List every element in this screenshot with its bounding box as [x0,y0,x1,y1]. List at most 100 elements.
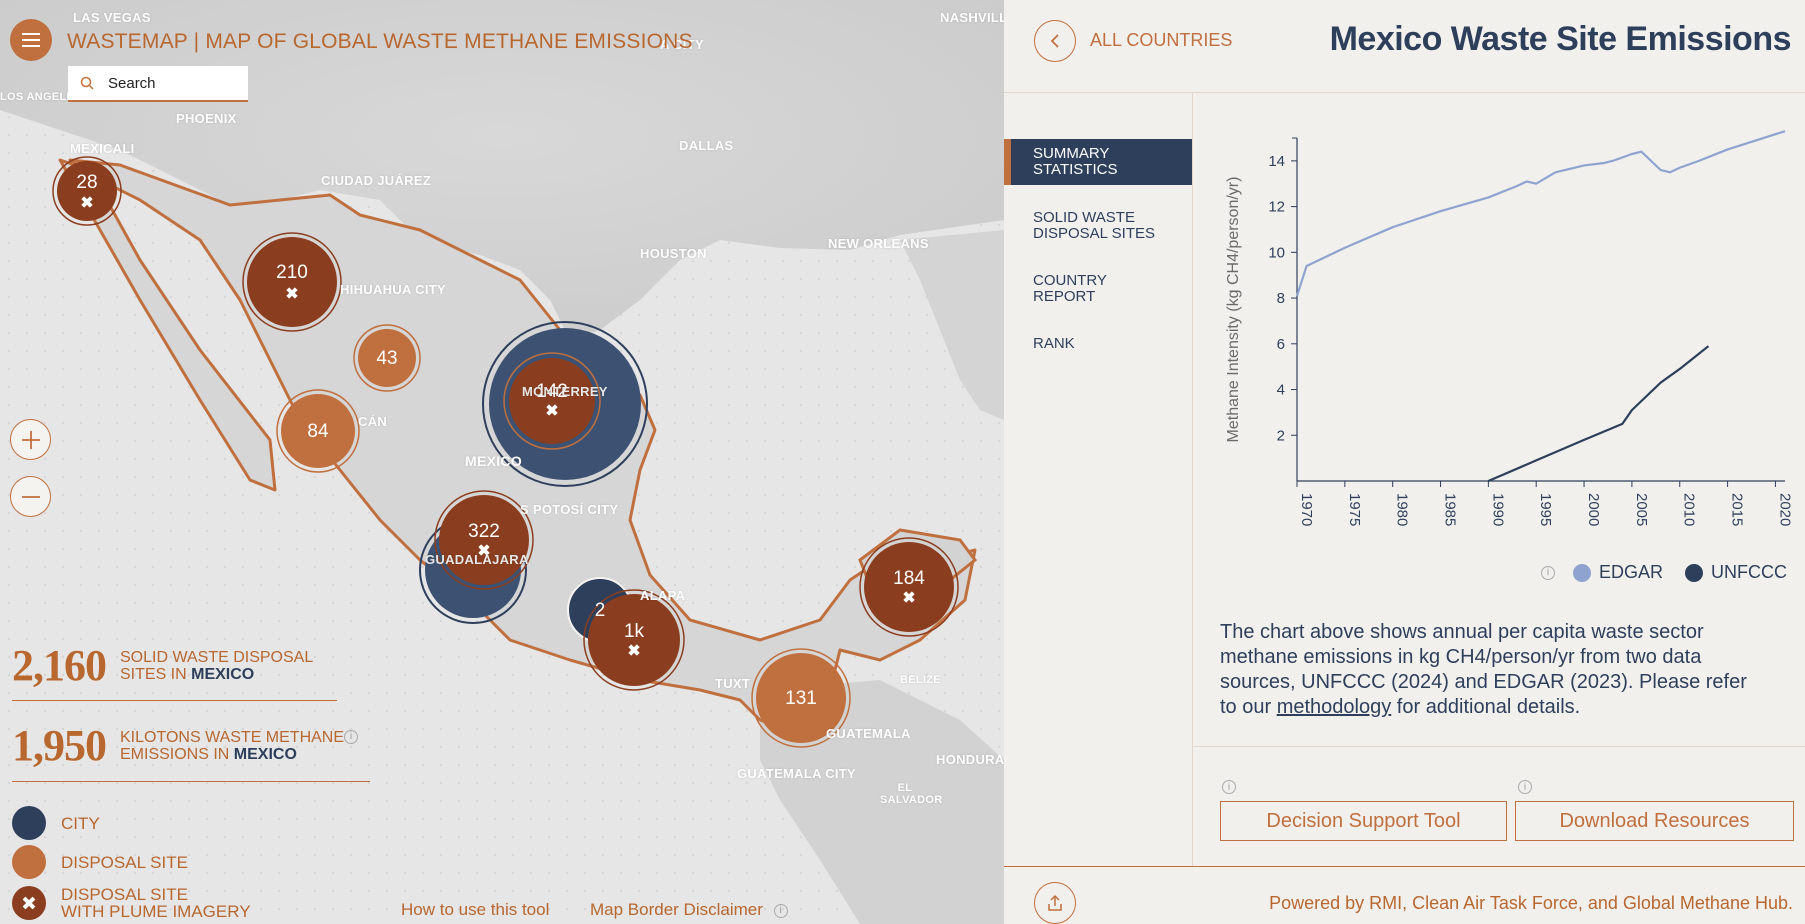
stat-label: KILOTONS WASTE METHANE EMISSIONS IN MEXI… [120,728,345,763]
how-to-link[interactable]: How to use this tool [401,900,550,919]
chevron-left-icon [1050,34,1059,48]
stat-value: 1,950 [12,721,107,770]
methodology-link[interactable]: methodology [1276,696,1392,718]
search-icon [80,76,94,90]
satellite-icons [81,196,915,656]
central-america-land [760,680,1004,924]
share-button[interactable] [1034,882,1076,924]
map-canvas[interactable]: 28 210 43 84 142 322 2 1k 131 184 [0,0,1004,924]
disclaimer-link[interactable]: Map Border Disclaimer i [590,900,788,920]
cluster-plume-210[interactable] [242,232,342,332]
x-tick-label: 2010 [1681,493,1698,526]
cluster-label: 184 [893,568,925,589]
plume-marker-icon [12,886,46,920]
nav-rank[interactable]: RANK [1033,335,1075,352]
nav-summary-statistics[interactable]: SUMMARY STATISTICS [1004,139,1192,185]
series-line-edgar [1295,130,1786,297]
chart-description: The chart above shows annual per capita … [1220,621,1747,718]
all-countries-link[interactable]: ALL COUNTRIES [1090,30,1233,50]
divider [1004,866,1805,867]
info-icon[interactable]: i [344,729,359,744]
download-resources-button[interactable]: Download Resources [1515,801,1794,841]
cluster-label: 131 [785,688,817,709]
place-label: DALLAS [679,138,734,153]
place-label: HOUSTON [640,246,707,261]
menu-button[interactable] [10,19,52,61]
chart-legend: i EDGAR UNFCCC [1541,562,1787,583]
legend-plume-site: DISPOSAL SITE WITH PLUME IMAGERY [12,886,251,920]
city-marker-icon [12,806,46,840]
cluster-plume-1k[interactable] [583,589,685,691]
cluster-plume-184[interactable] [859,537,959,637]
hamburger-icon [22,33,40,35]
cluster-site-131[interactable] [751,648,851,748]
satellite-icon [22,896,36,910]
cluster-site-43[interactable] [353,324,421,392]
methane-intensity-chart: 2 4 6 8 10 12 14 1970 1975 1980 1985 1990 1995 2000 20… [1225,130,1793,526]
x-tick-label: 1985 [1442,493,1459,526]
legend-city: CITY [12,806,100,840]
cluster-label: 210 [276,262,308,283]
cluster-plume-142[interactable] [503,352,601,450]
divider [1192,92,1193,866]
place-label: GUATEMALA [826,726,911,741]
y-tick-label: 12 [1268,199,1285,216]
y-tick-label: 2 [1277,427,1285,444]
search-box[interactable] [68,66,248,102]
cluster-labels: 28 210 43 84 142 322 2 1k 131 184 [76,172,925,709]
nav-solid-waste-sites[interactable]: SOLID WASTE DISPOSAL SITES [1033,209,1155,242]
info-icon[interactable]: i [1518,780,1532,794]
divider [12,700,337,701]
plus-icon [21,430,40,449]
edgar-legend-swatch [1573,563,1591,582]
app-title: WASTEMAP | MAP OF GLOBAL WASTE METHANE E… [67,30,693,53]
place-label: GUATEMALA CITY [737,766,857,781]
cluster-label: 84 [307,421,329,442]
cluster-plume-28[interactable] [52,156,122,226]
x-tick-label: 1970 [1298,493,1315,526]
y-tick-label: 6 [1277,336,1285,353]
stat-disposal-sites: 2,160 SOLID WASTE DISPOSAL SITES IN MEXI… [12,640,313,691]
info-icon[interactable]: i [773,903,788,918]
zoom-out-button[interactable] [10,476,51,517]
place-label: HONDURA [936,752,1004,767]
minus-icon [21,495,40,498]
y-tick-label: 14 [1268,153,1285,170]
x-tick-label: 2020 [1776,493,1793,526]
cluster-plume-322[interactable] [434,490,534,590]
place-label: MEXICO [465,453,523,469]
info-icon[interactable]: i [1541,565,1555,580]
cluster-label: 43 [376,348,397,369]
cluster-label: 28 [76,172,97,193]
decision-support-button[interactable]: Decision Support Tool [1220,801,1507,841]
y-axis-label: Methane Intensity (kg CH4/person/yr) [1225,177,1242,443]
cluster-label: 1k [624,621,645,642]
map-view[interactable]: 28 210 43 84 142 322 2 1k 131 184 LAS VE… [0,0,1004,924]
legend-disposal-site: DISPOSAL SITE [12,845,188,879]
place-label: CÁN [358,414,388,429]
info-icon[interactable]: i [1222,780,1236,794]
cluster-label: 2 [595,600,606,621]
legend-label: CITY [61,813,100,833]
place-label: NASHVILL [940,10,1004,25]
stat-methane-emissions: 1,950 KILOTONS WASTE METHANE EMISSIONS I… [12,720,359,771]
cluster-label: 142 [536,381,568,402]
y-tick-label: 10 [1268,244,1285,261]
legend-label: UNFCCC [1711,562,1788,582]
unfccc-legend-swatch [1685,563,1704,582]
stat-label: SOLID WASTE DISPOSAL SITES IN MEXICO [120,648,314,683]
share-icon [1048,894,1062,911]
legend-label: DISPOSAL SITE WITH PLUME IMAGERY [61,885,251,921]
place-label: TUXT [715,676,751,691]
place-label: GUADALAJARA [425,552,529,567]
nav-country-report[interactable]: COUNTRY REPORT [1033,272,1107,305]
page-title: Mexico Waste Site Emissions [1329,20,1792,58]
x-tick-label: 1990 [1489,493,1506,526]
back-button[interactable] [1034,20,1076,62]
place-label: MONTERREY [522,384,608,399]
place-label: MEXICALI [70,141,135,156]
search-input[interactable] [108,74,228,92]
zoom-in-button[interactable] [10,419,51,460]
cluster-site-84[interactable] [276,389,360,473]
x-tick-label: 2015 [1729,493,1746,526]
